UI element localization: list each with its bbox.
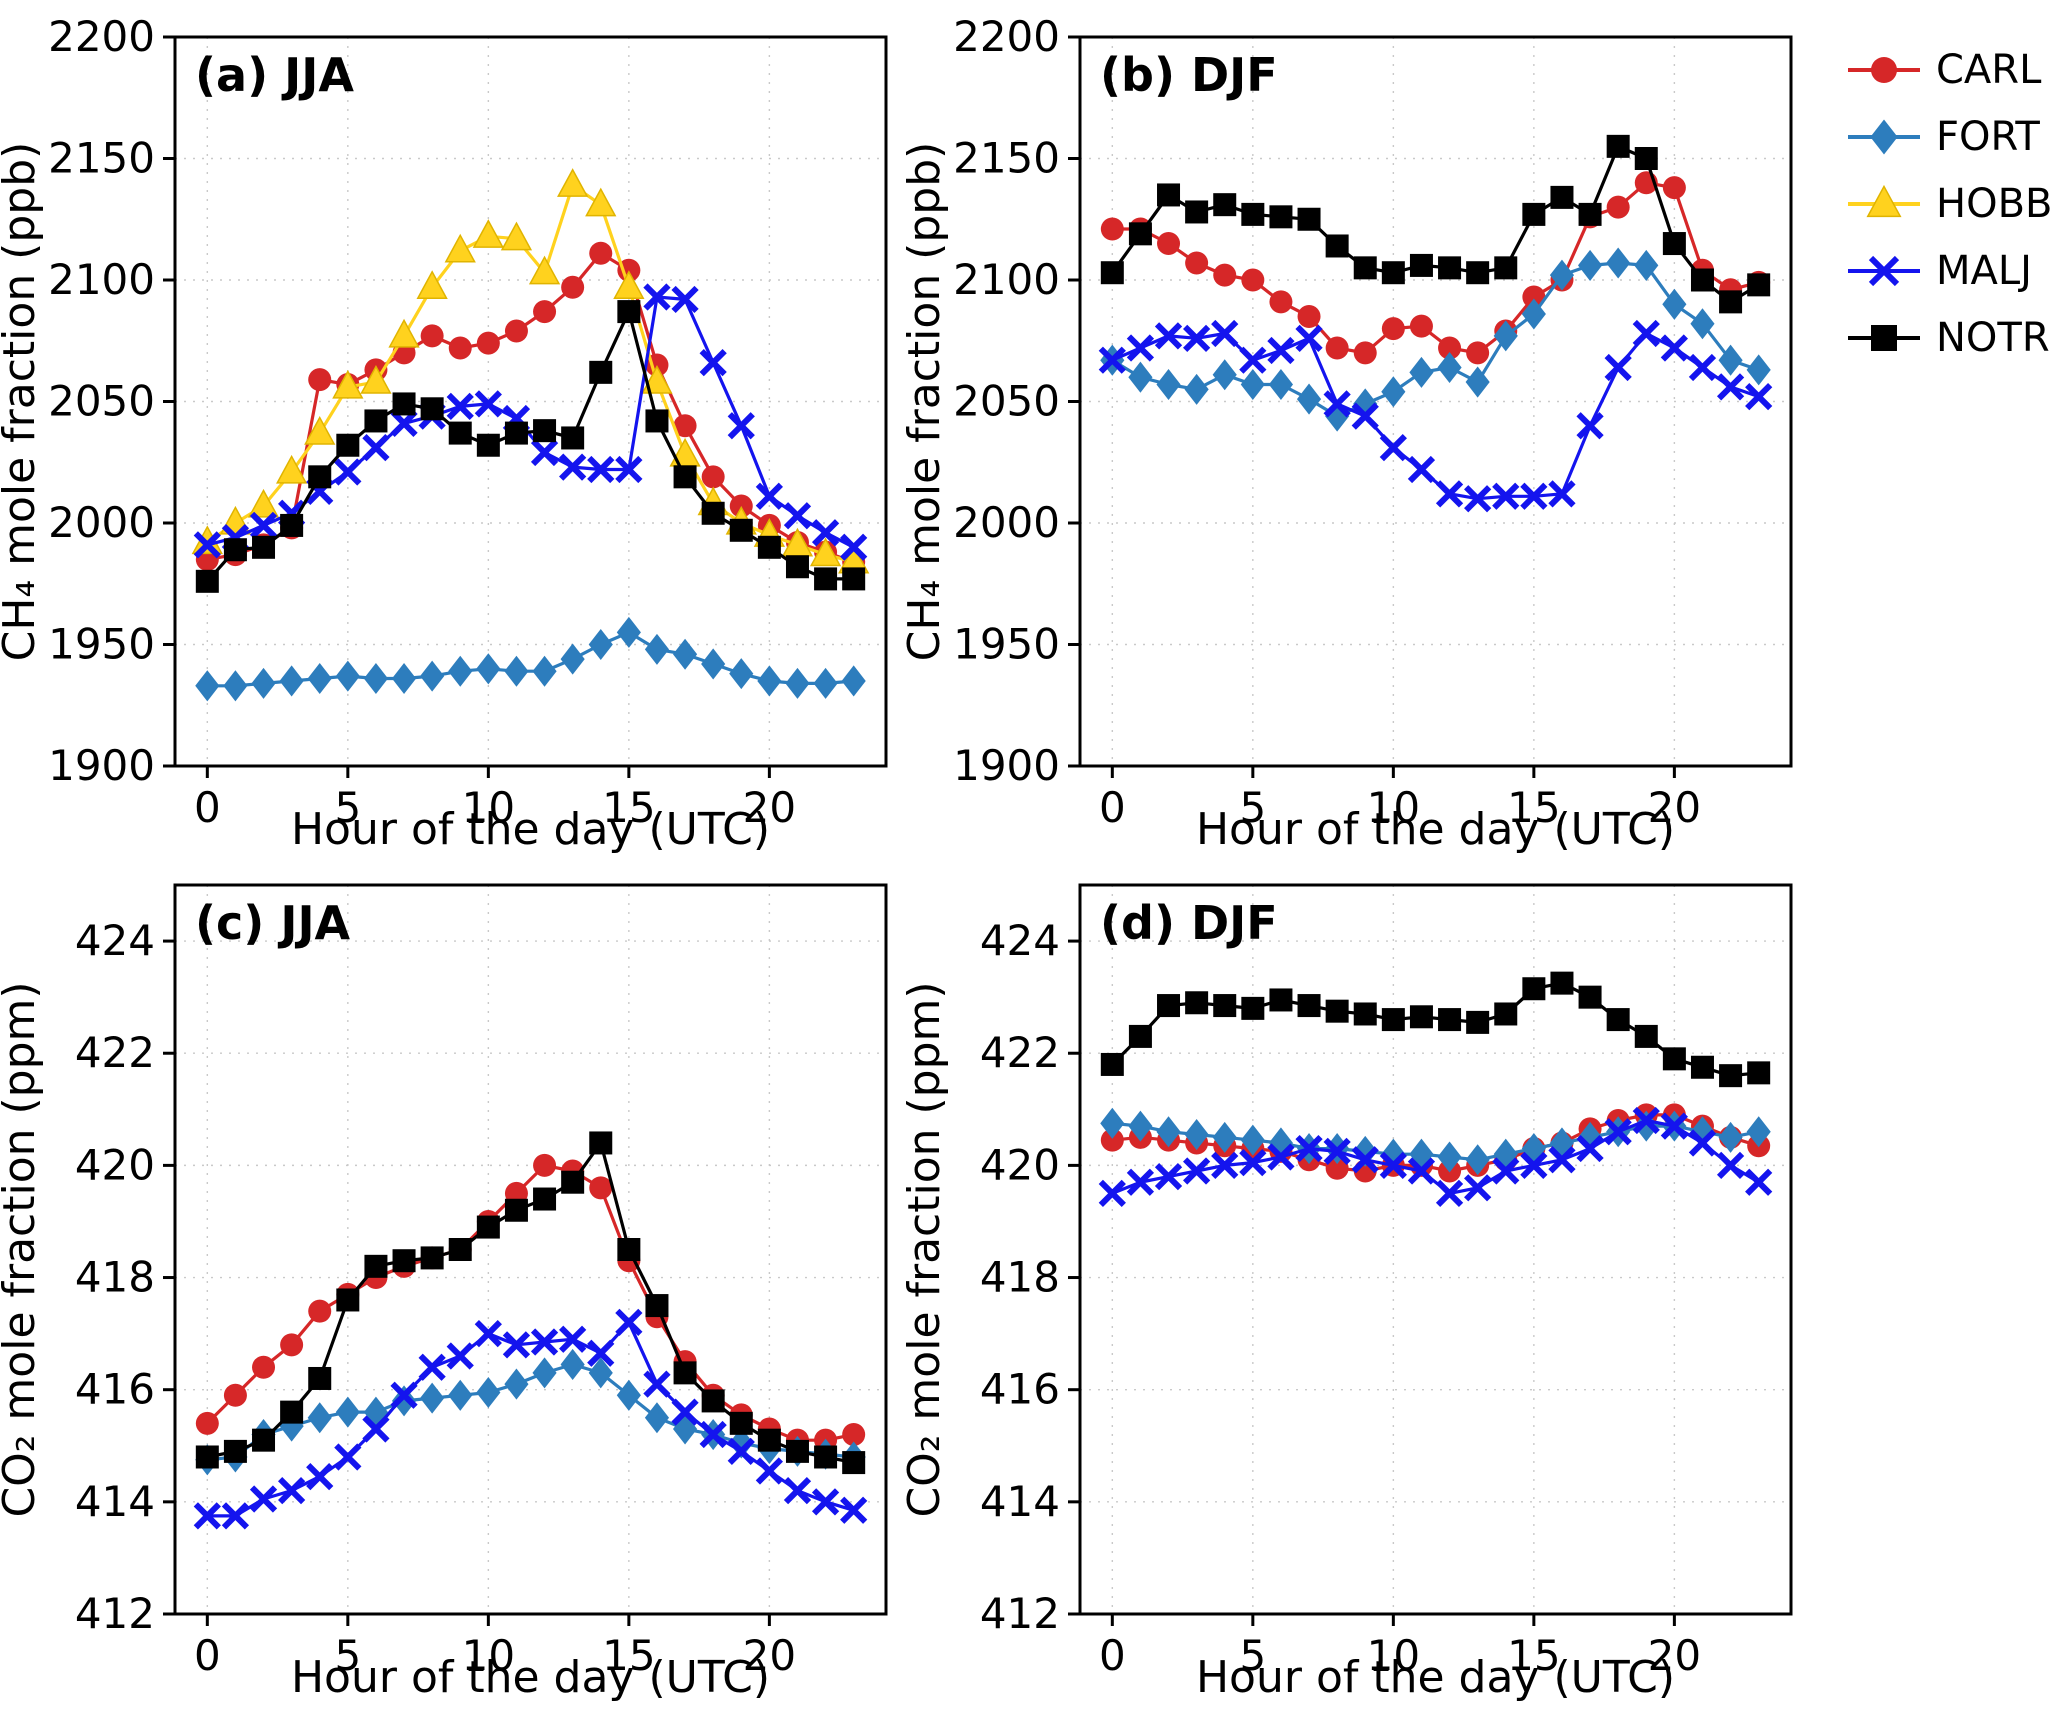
svg-text:15: 15 [1507, 1631, 1560, 1680]
svg-text:20: 20 [743, 783, 796, 832]
svg-text:5: 5 [1239, 1631, 1266, 1680]
svg-text:5: 5 [334, 1631, 361, 1680]
svg-text:424: 424 [75, 916, 155, 965]
svg-text:(c) JJA: (c) JJA [195, 896, 351, 950]
svg-text:20: 20 [1648, 1631, 1701, 1680]
svg-text:Hour of the day (UTC): Hour of the day (UTC) [291, 1652, 770, 1703]
legend-item-carl: CARL [1846, 36, 2052, 103]
svg-text:420: 420 [980, 1140, 1060, 1189]
svg-text:Hour of the day (UTC): Hour of the day (UTC) [1196, 1652, 1675, 1703]
svg-text:2150: 2150 [48, 134, 155, 183]
svg-text:10: 10 [1367, 783, 1420, 832]
hobb-marker-icon [1848, 184, 1920, 217]
svg-text:CO₂ mole fraction (ppm): CO₂ mole fraction (ppm) [905, 981, 950, 1517]
svg-text:10: 10 [462, 1631, 515, 1680]
svg-text:414: 414 [75, 1477, 155, 1526]
svg-text:422: 422 [980, 1028, 1060, 1077]
series-MALJ [1098, 319, 1773, 513]
svg-text:0: 0 [194, 783, 221, 832]
svg-text:20: 20 [743, 1631, 796, 1680]
panel-b-djf-ch4: 0 5 10 15 20 1900 1950 2000 2050 2100 2150 2200 (b) … [905, 0, 1845, 860]
series-NOTR [195, 1131, 866, 1475]
legend-item-fort: FORT [1846, 103, 2052, 170]
svg-text:15: 15 [1507, 783, 1560, 832]
svg-text:20: 20 [1648, 783, 1701, 832]
svg-text:0: 0 [1099, 783, 1126, 832]
legend-label-malj: MALJ [1936, 247, 2032, 294]
carl-marker-icon [1848, 56, 1920, 83]
series-MALJ [193, 283, 868, 561]
svg-text:10: 10 [1367, 1631, 1420, 1680]
svg-text:418: 418 [75, 1253, 155, 1302]
legend-label-hobb: HOBB [1936, 180, 2053, 227]
svg-text:1900: 1900 [953, 741, 1060, 790]
series-CARL [1100, 171, 1771, 365]
svg-text:CO₂ mole fraction (ppm): CO₂ mole fraction (ppm) [0, 981, 45, 1517]
svg-text:412: 412 [75, 1589, 155, 1638]
panel-a-jja-ch4: 0 5 10 15 20 1900 1950 2000 2050 2100 2150 2200 (a) … [0, 0, 940, 860]
legend: CARL FORT HOBB MALJ NOTR [1846, 36, 2052, 371]
svg-text:2050: 2050 [48, 377, 155, 426]
svg-text:424: 424 [980, 916, 1060, 965]
series-MALJ [1098, 1106, 1773, 1208]
svg-text:1950: 1950 [48, 620, 155, 669]
fort-marker-icon [1848, 118, 1920, 155]
svg-text:Hour of the day (UTC): Hour of the day (UTC) [291, 804, 770, 855]
legend-item-malj: MALJ [1846, 237, 2052, 304]
svg-text:2150: 2150 [953, 134, 1060, 183]
series-FORT [195, 616, 866, 702]
panel-d-djf-co2: 0 5 10 15 20 412 414 416 418 420 422 424 (d) DJF Hour… [905, 848, 1845, 1708]
svg-text:2200: 2200 [48, 12, 155, 61]
svg-text:2000: 2000 [48, 498, 155, 547]
series-HOBB [191, 168, 870, 574]
malj-marker-icon [1848, 255, 1920, 286]
legend-label-notr: NOTR [1936, 314, 2050, 361]
series-NOTR [195, 300, 866, 593]
panel-b-plot: 0 5 10 15 20 1900 1950 2000 2050 2100 2150 2200 (b) … [905, 12, 1793, 855]
svg-text:418: 418 [980, 1253, 1060, 1302]
series-FORT [1100, 247, 1771, 432]
svg-text:15: 15 [602, 783, 655, 832]
svg-text:(b) DJF: (b) DJF [1100, 48, 1278, 102]
svg-text:5: 5 [334, 783, 361, 832]
svg-text:416: 416 [75, 1365, 155, 1414]
panel-c-plot: 0 5 10 15 20 412 414 416 418 420 422 424 (c) JJA Hour… [0, 883, 888, 1703]
svg-text:1950: 1950 [953, 620, 1060, 669]
svg-text:2000: 2000 [953, 498, 1060, 547]
svg-text:(d) DJF: (d) DJF [1100, 896, 1278, 950]
svg-text:10: 10 [462, 783, 515, 832]
legend-label-carl: CARL [1936, 46, 2042, 93]
svg-text:5: 5 [1239, 783, 1266, 832]
legend-item-hobb: HOBB [1846, 170, 2052, 237]
notr-marker-icon [1848, 324, 1920, 351]
svg-text:15: 15 [602, 1631, 655, 1680]
panel-c-jja-co2: 0 5 10 15 20 412 414 416 418 420 422 424 (c) JJA Hour… [0, 848, 940, 1708]
svg-text:2050: 2050 [953, 377, 1060, 426]
svg-text:420: 420 [75, 1140, 155, 1189]
legend-item-notr: NOTR [1846, 304, 2052, 371]
panel-d-plot: 0 5 10 15 20 412 414 416 418 420 422 424 (d) DJF Hour… [905, 883, 1793, 1703]
svg-text:412: 412 [980, 1589, 1060, 1638]
svg-text:422: 422 [75, 1028, 155, 1077]
series-MALJ [193, 1308, 868, 1530]
series-NOTR [1100, 971, 1771, 1088]
svg-text:(a) JJA: (a) JJA [195, 48, 354, 102]
svg-text:Hour of the day (UTC): Hour of the day (UTC) [1196, 804, 1675, 855]
svg-text:414: 414 [980, 1477, 1060, 1526]
panel-a-plot: 0 5 10 15 20 1900 1950 2000 2050 2100 2150 2200 (a) … [0, 12, 888, 855]
svg-text:416: 416 [980, 1365, 1060, 1414]
legend-label-fort: FORT [1936, 113, 2040, 160]
svg-text:2100: 2100 [953, 255, 1060, 304]
series-NOTR [1100, 134, 1771, 314]
svg-text:1900: 1900 [48, 741, 155, 790]
svg-text:CH₄ mole fraction (ppb): CH₄ mole fraction (ppb) [0, 142, 45, 662]
svg-text:0: 0 [1099, 1631, 1126, 1680]
svg-text:2200: 2200 [953, 12, 1060, 61]
svg-text:2100: 2100 [48, 255, 155, 304]
svg-text:CH₄ mole fraction (ppb): CH₄ mole fraction (ppb) [905, 142, 950, 662]
svg-text:0: 0 [194, 1631, 221, 1680]
